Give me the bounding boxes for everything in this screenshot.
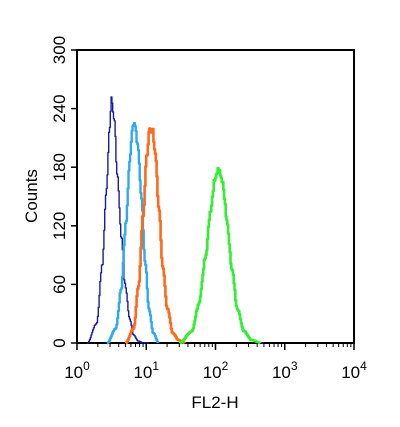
y-tick-label: 120 bbox=[50, 212, 69, 240]
histogram-series-1 bbox=[87, 96, 149, 344]
x-axis-label: FL2-H bbox=[191, 393, 238, 412]
y-tick-label: 300 bbox=[50, 36, 69, 64]
x-tick-label: 102 bbox=[203, 359, 229, 382]
x-tick-label: 103 bbox=[272, 359, 298, 382]
series-layer bbox=[87, 96, 262, 345]
y-tick-label: 0 bbox=[50, 338, 69, 347]
x-tick-label: 104 bbox=[341, 359, 367, 382]
axis-layer: 0 60 120 180 240 300 100 101 102 103 104 bbox=[50, 36, 367, 382]
y-tick-label: 180 bbox=[50, 153, 69, 181]
y-axis-label: Counts bbox=[22, 169, 41, 223]
histogram-series-2 bbox=[106, 121, 160, 345]
y-tick-label: 60 bbox=[50, 275, 69, 294]
x-tick-label: 101 bbox=[133, 359, 159, 382]
histogram-series-3 bbox=[124, 127, 186, 345]
x-tick-label: 100 bbox=[64, 359, 90, 382]
y-tick-label: 240 bbox=[50, 94, 69, 122]
histogram-series-4 bbox=[178, 166, 262, 345]
